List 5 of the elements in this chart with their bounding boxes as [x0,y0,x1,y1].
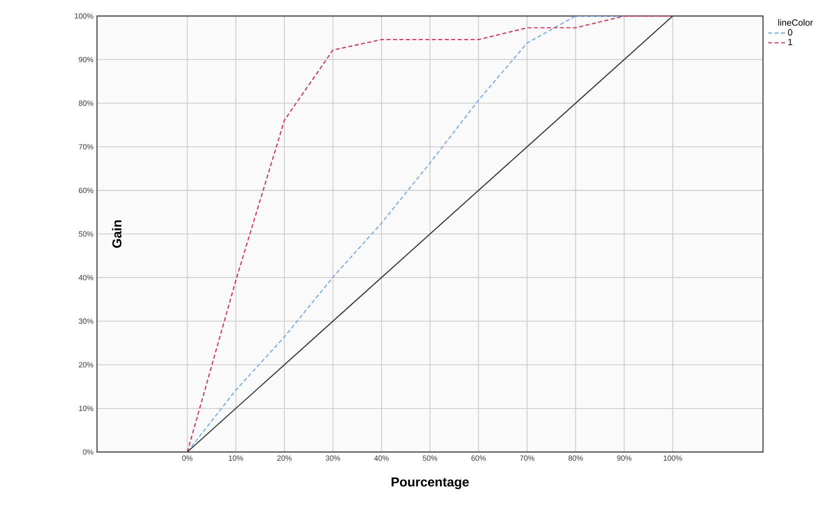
legend-label: 1 [788,38,792,46]
legend-label: 0 [788,29,792,36]
legend-title: lineColor [778,19,813,26]
x-axis-title: Pourcentage [392,478,469,490]
y-axis-title: Gain [112,220,122,248]
